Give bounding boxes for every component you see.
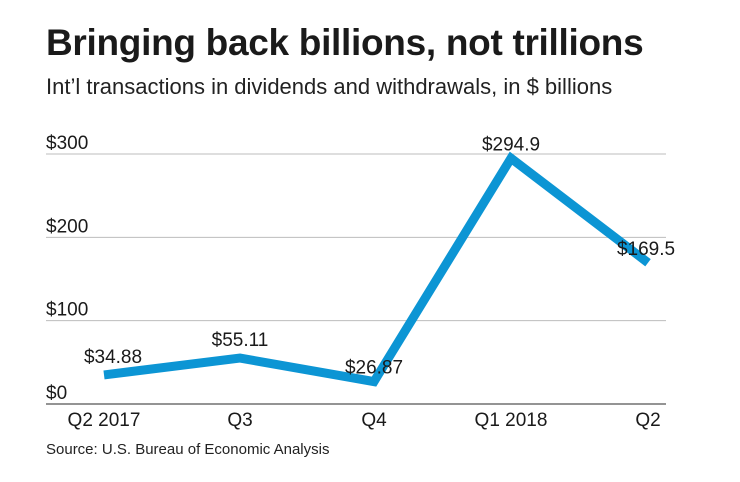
data-label: $169.5 xyxy=(617,239,675,260)
data-label: $55.11 xyxy=(212,330,269,351)
y-tick-label: $300 xyxy=(46,133,88,154)
x-tick-label: Q2 2017 xyxy=(68,410,141,431)
source-note: Source: U.S. Bureau of Economic Analysis xyxy=(46,441,330,458)
x-tick-label: Q4 xyxy=(361,410,387,431)
x-tick-label: Q1 2018 xyxy=(475,410,548,431)
chart-subtitle: Int’l transactions in dividends and with… xyxy=(46,74,613,99)
chart-title: Bringing back billions, not trillions xyxy=(46,22,644,63)
y-tick-label: $200 xyxy=(46,216,88,237)
y-tick-label: $100 xyxy=(46,300,88,321)
data-label: $294.9 xyxy=(482,134,540,155)
series-line xyxy=(103,151,651,387)
data-label: $34.88 xyxy=(84,347,142,368)
x-tick-label: Q2 xyxy=(635,410,660,431)
y-tick-label: $0 xyxy=(46,383,67,404)
data-label: $26.87 xyxy=(345,358,403,379)
x-tick-label: Q3 xyxy=(227,410,252,431)
